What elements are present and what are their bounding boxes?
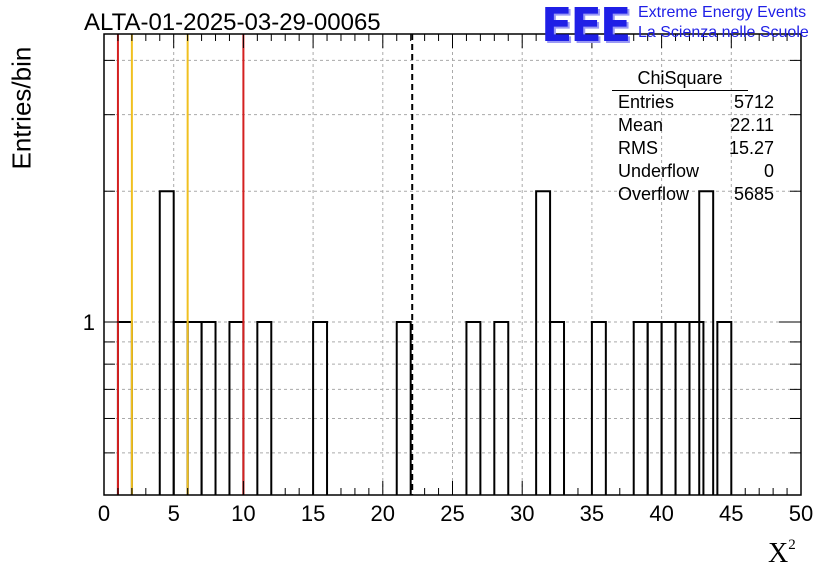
- x-tick-label: 10: [231, 501, 255, 526]
- stats-row-overflow: Overflow 5685: [612, 183, 774, 206]
- stats-label: Overflow: [618, 184, 690, 204]
- x-tick-labels: 0 5 10 15 20 25 30 35 40 45 50: [98, 501, 813, 526]
- stats-value: 22.11: [730, 115, 774, 135]
- histogram-bar: [186, 321, 203, 495]
- y-tick-label: 1: [83, 310, 95, 335]
- chart-title: ALTA-01-2025-03-29-00065: [84, 9, 381, 36]
- x-axis-label: X2: [768, 537, 796, 569]
- reference-lines: [116, 34, 414, 495]
- histogram-bars: [116, 190, 733, 495]
- histogram-bar: [698, 190, 715, 495]
- stats-box: ChiSquare Entries 5712 Mean 22.11 RMS 15.27…: [612, 66, 780, 206]
- stats-row-entries: Entries 5712: [612, 91, 774, 114]
- histogram-bar: [200, 321, 217, 495]
- x-tick-label: 5: [168, 501, 180, 526]
- histogram-bar: [172, 321, 189, 495]
- stats-value: 5712: [733, 92, 774, 112]
- histogram-bar: [493, 321, 510, 495]
- histogram-bar: [660, 321, 677, 495]
- histogram-bar: [716, 321, 733, 495]
- x-tick-label: 25: [440, 501, 464, 526]
- histogram-bar: [158, 190, 175, 495]
- histogram-bar: [549, 321, 566, 495]
- y-axis-label: Entries/bin: [6, 46, 37, 170]
- x-tick-label: 50: [789, 501, 813, 526]
- stats-value: 15.27: [728, 138, 774, 158]
- histogram-bar: [688, 321, 705, 495]
- stats-row-underflow: Underflow 0: [612, 160, 774, 183]
- histogram-bar: [116, 321, 133, 495]
- stats-row-mean: Mean 22.11: [612, 114, 774, 137]
- histogram-bar: [535, 190, 552, 495]
- histogram-bar: [256, 321, 273, 495]
- x-tick-label: 40: [649, 501, 673, 526]
- x-tick-label: 0: [98, 501, 110, 526]
- y-tick-labels: 1: [83, 310, 95, 335]
- x-tick-label: 35: [580, 501, 604, 526]
- histogram-bar: [590, 321, 607, 495]
- logo-line-1: Extreme Energy Events: [638, 4, 807, 21]
- stats-label: Entries: [618, 92, 675, 112]
- axes: [103, 33, 802, 496]
- stats-row-rms: RMS 15.27: [612, 137, 774, 160]
- logo-line-2: La Scienza nelle Scuole: [638, 24, 809, 41]
- x-tick-label: 45: [719, 501, 743, 526]
- histogram-bar: [632, 321, 649, 495]
- histogram-bar: [395, 321, 412, 495]
- stats-label: Underflow: [618, 161, 700, 181]
- eee-logo: EEE: [541, 0, 631, 52]
- stats-title: ChiSquare: [612, 66, 748, 91]
- histogram-bar: [228, 321, 245, 495]
- stats-value: 5685: [733, 184, 774, 204]
- x-tick-label: 30: [510, 501, 534, 526]
- stats-value: 0: [763, 161, 774, 181]
- x-tick-label: 15: [301, 501, 325, 526]
- x-tick-label: 20: [371, 501, 395, 526]
- stats-label: Mean: [618, 115, 664, 135]
- stats-label: RMS: [618, 138, 658, 158]
- histogram-bar: [674, 321, 691, 495]
- histogram-bar: [646, 321, 663, 495]
- histogram-bar: [465, 321, 482, 495]
- x-axis-label-superscript: 2: [788, 537, 796, 553]
- histogram-bar: [312, 321, 329, 495]
